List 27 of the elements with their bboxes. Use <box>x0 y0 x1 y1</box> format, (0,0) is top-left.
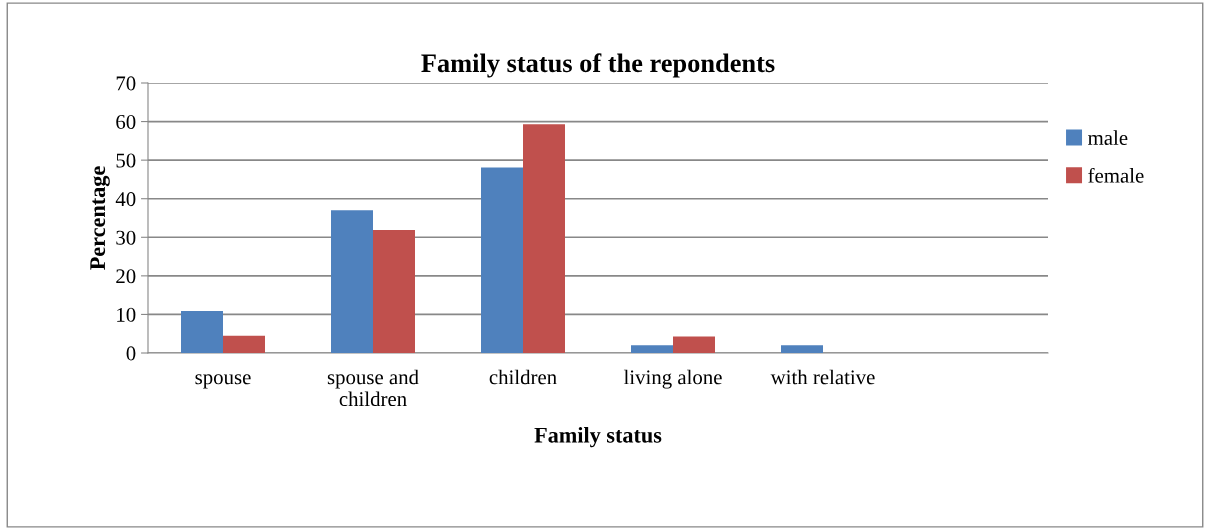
y-tick-label: 60 <box>116 114 136 129</box>
legend-label: female <box>1088 167 1144 183</box>
y-tick-label: 70 <box>116 76 136 91</box>
x-tick-label: children <box>489 369 557 385</box>
y-tick-label: 0 <box>126 346 136 361</box>
x-tick-label: spouse <box>195 374 251 389</box>
bar <box>781 345 823 353</box>
y-tick-label: 30 <box>116 230 136 245</box>
x-axis-title: Family status <box>534 427 662 448</box>
legend-label: male <box>1088 130 1128 145</box>
x-tick-label: spouse and children <box>327 369 419 407</box>
y-tick-label: 20 <box>116 269 136 284</box>
bar <box>331 210 373 353</box>
bar <box>373 229 415 353</box>
x-tick-label: living alone <box>623 369 722 389</box>
y-tick-label: 40 <box>115 192 136 207</box>
x-tick-label: with relative <box>770 369 875 385</box>
bar <box>223 335 265 353</box>
y-axis-title: Percentage <box>90 166 110 270</box>
chart-title: Family status of the repondents <box>421 53 775 78</box>
y-tick-label: 10 <box>117 307 136 322</box>
bar <box>673 336 715 353</box>
y-tick-label: 50 <box>116 153 136 168</box>
bar <box>181 310 223 353</box>
bar <box>523 124 565 353</box>
bar <box>481 167 523 353</box>
bar <box>631 345 673 353</box>
